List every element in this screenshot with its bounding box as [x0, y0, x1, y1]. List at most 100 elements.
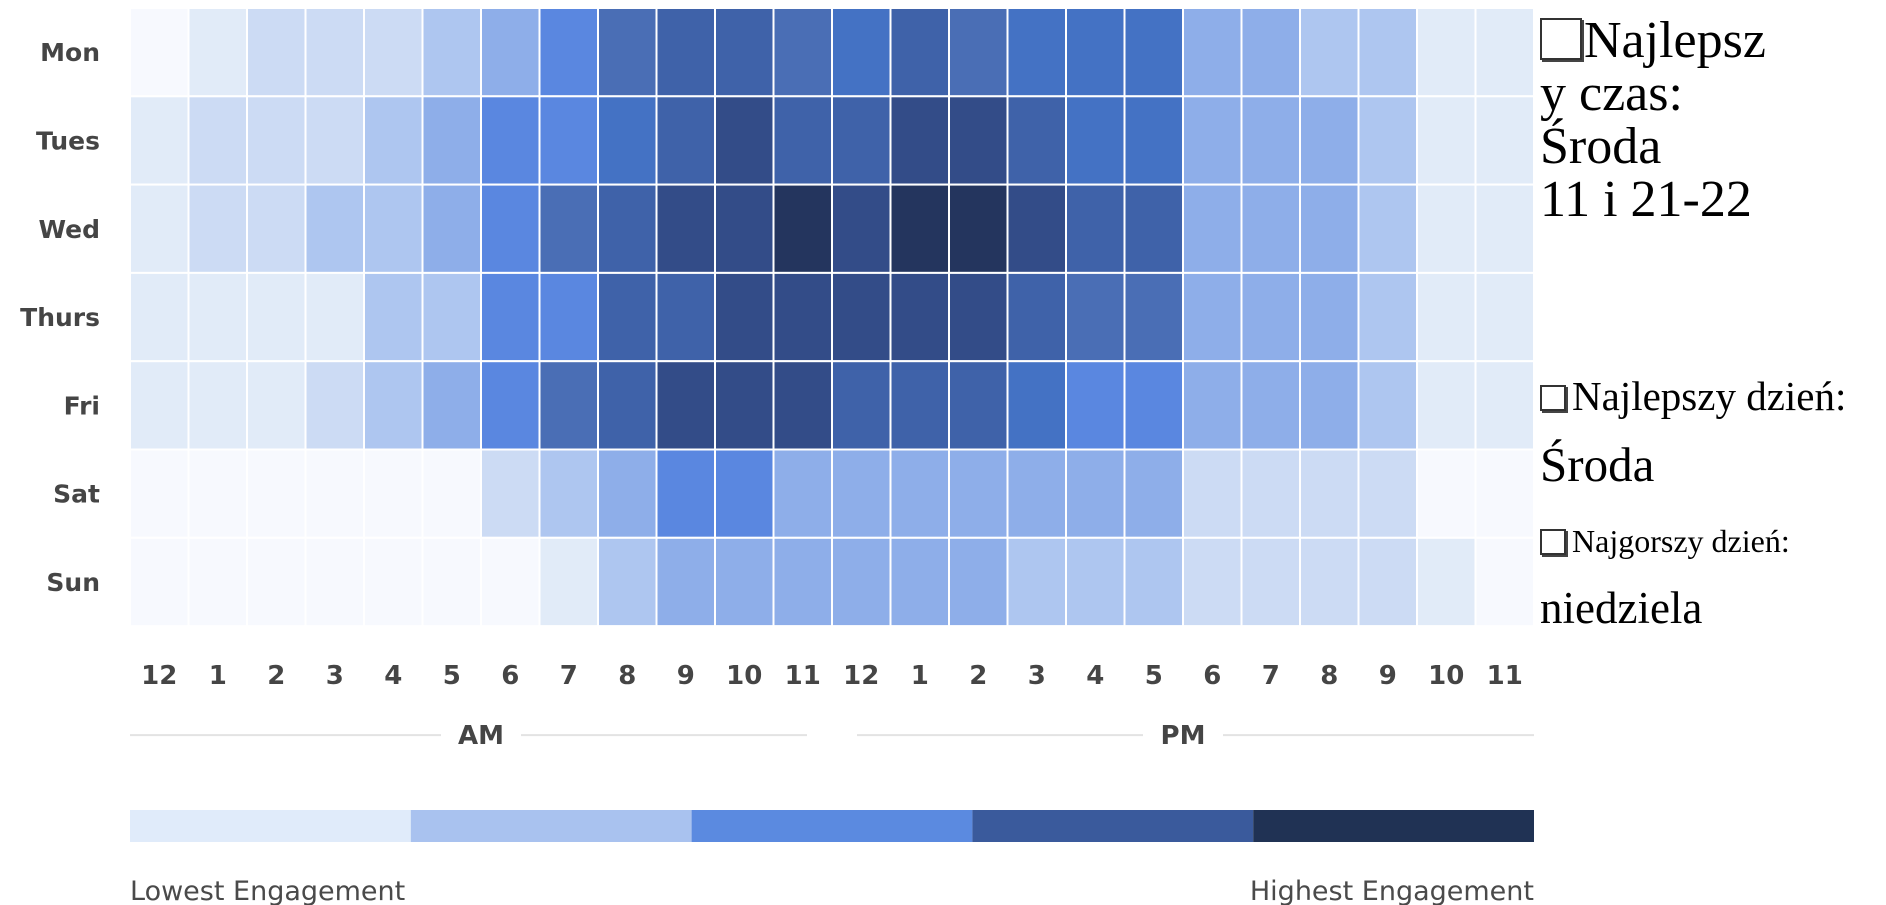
column-label-19: 7: [1262, 661, 1280, 691]
heatmap-cell-tues-5: [421, 95, 482, 186]
heatmap-cell-sun-15: [1006, 536, 1067, 628]
heatmap-cell-tues-16: [1065, 95, 1126, 186]
heatmap-cell-fri-7: [538, 360, 599, 451]
heatmap-cell-sun-17: [1123, 536, 1184, 628]
heatmap-cell-sun-21: [1357, 536, 1418, 628]
heatmap-cell-mon-12: [831, 7, 892, 98]
heatmap-cell-mon-21: [1357, 7, 1418, 98]
heatmap-cell-sat-4: [363, 448, 424, 539]
worst-day-value: niedziela: [1540, 583, 1703, 633]
column-label-3: 3: [326, 661, 344, 691]
heatmap-cell-sat-18: [1182, 448, 1243, 539]
heatmap-cell-sat-21: [1357, 448, 1418, 539]
heatmap-cell-sat-19: [1240, 448, 1301, 539]
heatmap-cell-mon-19: [1240, 7, 1301, 98]
heatmap-cell-mon-14: [948, 7, 1009, 98]
heatmap-cell-sun-8: [597, 536, 658, 628]
column-label-18: 6: [1203, 661, 1221, 691]
heatmap-cell-sat-15: [1006, 448, 1067, 539]
heatmap-cell-mon-16: [1065, 7, 1126, 98]
worst-day-label: Najgorszy dzień:: [1572, 523, 1790, 559]
heatmap-cell-sun-11: [772, 536, 833, 628]
heatmap-cell-tues-13: [889, 95, 950, 186]
heatmap-cell-wed-11: [772, 183, 833, 274]
heatmap-cell-sun-19: [1240, 536, 1301, 628]
legend-segment-4: [1253, 810, 1534, 842]
heatmap-cell-thurs-21: [1357, 271, 1418, 363]
heatmap-cell-fri-10: [714, 360, 775, 451]
heatmap-cell-wed-9: [655, 183, 716, 274]
best-day-label: Najlepszy dzień:: [1572, 373, 1847, 419]
heatmap-cell-sun-0: [129, 536, 190, 628]
period-label-am: AM: [458, 721, 504, 751]
column-label-11: 11: [785, 661, 821, 691]
heatmap-cell-wed-13: [889, 183, 950, 274]
heatmap-cell-sun-3: [304, 536, 365, 628]
heatmap-cell-sun-12: [831, 536, 892, 628]
heatmap-cell-sat-8: [597, 448, 658, 539]
heatmap-cell-wed-16: [1065, 183, 1126, 274]
heatmap-cell-tues-21: [1357, 95, 1418, 186]
heatmap-cell-thurs-2: [246, 271, 307, 363]
worst-day-note: Najgorszy dzień: niedziela: [1540, 518, 1790, 638]
heatmap-cell-fri-20: [1299, 360, 1360, 451]
heatmap-cell-tues-20: [1299, 95, 1360, 186]
column-label-8: 8: [618, 661, 636, 691]
heatmap-cell-mon-7: [538, 7, 599, 98]
heatmap-cell-thurs-13: [889, 271, 950, 363]
heatmap-cell-wed-17: [1123, 183, 1184, 274]
heatmap-cell-fri-4: [363, 360, 424, 451]
heatmap-cell-thurs-15: [1006, 271, 1067, 363]
heatmap-cell-fri-0: [129, 360, 190, 451]
heatmap-cell-mon-3: [304, 7, 365, 98]
heatmap-cell-sat-14: [948, 448, 1009, 539]
checkbox-icon: [1540, 18, 1582, 61]
heatmap-cell-wed-1: [187, 183, 248, 274]
column-label-6: 6: [501, 661, 519, 691]
heatmap-cell-fri-19: [1240, 360, 1301, 451]
heatmap-cell-sat-13: [889, 448, 950, 539]
heatmap-cell-fri-17: [1123, 360, 1184, 451]
heatmap-cell-sat-1: [187, 448, 248, 539]
heatmap-cell-wed-22: [1416, 183, 1477, 274]
heatmap-cell-wed-3: [304, 183, 365, 274]
heatmap-cell-mon-1: [187, 7, 248, 98]
heatmap-cell-tues-23: [1474, 95, 1535, 186]
heatmap-cell-thurs-17: [1123, 271, 1184, 363]
heatmap-cell-sat-12: [831, 448, 892, 539]
heatmap-cell-sat-5: [421, 448, 482, 539]
heatmap-cell-wed-5: [421, 183, 482, 274]
heatmap-cell-fri-3: [304, 360, 365, 451]
heatmap-cell-wed-8: [597, 183, 658, 274]
row-label-tues: Tues: [36, 126, 100, 155]
heatmap-cell-sun-14: [948, 536, 1009, 628]
legend-segment-3: [972, 810, 1254, 842]
row-label-mon: Mon: [40, 38, 100, 67]
heatmap-cell-sat-10: [714, 448, 775, 539]
column-label-10: 10: [726, 661, 762, 691]
heatmap-cell-tues-19: [1240, 95, 1301, 186]
heatmap-cell-mon-13: [889, 7, 950, 98]
heatmap-cell-sun-18: [1182, 536, 1243, 628]
heatmap-cell-wed-21: [1357, 183, 1418, 274]
heatmap-cell-mon-15: [1006, 7, 1067, 98]
heatmap-cell-sun-22: [1416, 536, 1477, 628]
heatmap-cell-wed-12: [831, 183, 892, 274]
column-label-4: 4: [384, 661, 402, 691]
heatmap-cell-tues-8: [597, 95, 658, 186]
heatmap-cell-tues-14: [948, 95, 1009, 186]
heatmap-cell-sun-7: [538, 536, 599, 628]
heatmap-cell-thurs-9: [655, 271, 716, 363]
heatmap-cell-thurs-16: [1065, 271, 1126, 363]
best-day-note: Najlepszy dzień: Środa: [1540, 362, 1846, 500]
heatmap-cell-tues-3: [304, 95, 365, 186]
heatmap-cell-thurs-1: [187, 271, 248, 363]
heatmap-cell-tues-4: [363, 95, 424, 186]
heatmap-cell-wed-10: [714, 183, 775, 274]
column-label-13: 1: [911, 661, 929, 691]
heatmap-cell-tues-1: [187, 95, 248, 186]
heatmap-cell-sat-17: [1123, 448, 1184, 539]
heatmap-cell-mon-9: [655, 7, 716, 98]
heatmap-cell-sun-23: [1474, 536, 1535, 628]
